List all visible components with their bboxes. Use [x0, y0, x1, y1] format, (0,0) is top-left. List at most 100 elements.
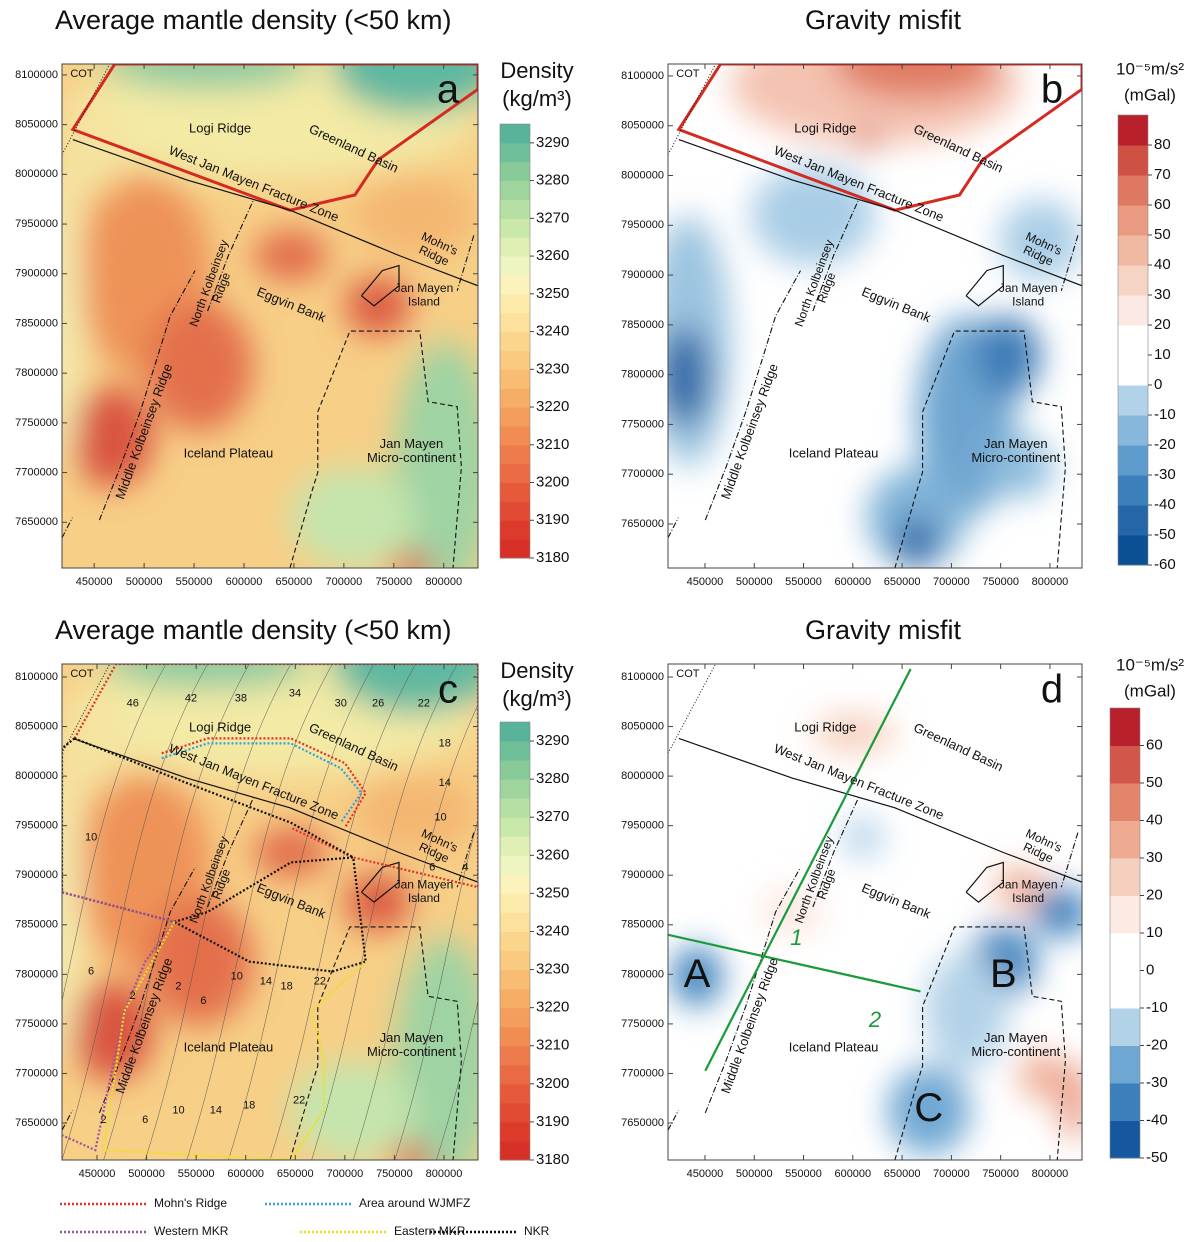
colorbar-tick-label: 30 — [1154, 286, 1171, 303]
fracture-zone — [72, 139, 478, 287]
anomaly — [70, 386, 154, 488]
colorbar-band — [500, 893, 530, 913]
colorbar-frame — [499, 123, 531, 559]
colorbar-tick-label: 20 — [1154, 316, 1171, 333]
fracture-zone — [72, 737, 478, 883]
y-tick-label: 7800000 — [15, 968, 58, 980]
anomaly-label: C — [914, 1086, 943, 1130]
y-tick-label: 8050000 — [621, 120, 664, 132]
place-label-line: COT — [70, 68, 94, 80]
contour-label: 6 — [429, 861, 435, 873]
colorbar-band — [500, 817, 530, 837]
anomaly — [344, 872, 412, 932]
colorbar-band — [500, 1064, 530, 1085]
colorbar-label: (kg/m³) — [502, 686, 572, 711]
anomaly — [1061, 1060, 1082, 1141]
y-tick-label: 8000000 — [621, 169, 664, 181]
map-frame — [667, 663, 1083, 1161]
fracture-zone — [678, 737, 1082, 883]
contour-label: 10 — [434, 812, 446, 824]
contour-label: 6 — [142, 1114, 148, 1126]
place-label-line: Jan Mayen — [984, 1030, 1048, 1045]
colorbar-band — [500, 1140, 530, 1161]
anomaly — [390, 1145, 433, 1160]
colorbar-tick-label: 3270 — [536, 808, 569, 825]
colorbar-frame — [1117, 114, 1149, 566]
y-tick-label: 7800000 — [15, 367, 58, 379]
y-tick-label: 7650000 — [621, 518, 664, 530]
anomaly — [145, 897, 254, 1027]
y-tick-label: 7850000 — [621, 919, 664, 931]
y-tick-label: 7650000 — [15, 516, 58, 528]
colorbar-tick-label: 3200 — [536, 473, 569, 490]
colorbar-band — [500, 855, 530, 875]
place-label-line: COT — [70, 668, 94, 680]
contour-line — [62, 664, 167, 1003]
place-label: Jan Mayen Island — [395, 281, 454, 308]
map-frame — [667, 63, 1083, 569]
region-outline — [62, 891, 177, 1152]
colorbar-band — [500, 256, 530, 276]
place-label: Jan Mayen Island — [395, 878, 454, 905]
colorbar-tick-label: 3260 — [536, 846, 569, 863]
y-tick-label: 7850000 — [621, 319, 664, 331]
ridge-axis — [98, 270, 196, 521]
legend-label: NKR — [524, 1224, 550, 1238]
colorbar-tick-label: -40 — [1154, 496, 1176, 513]
island-outline — [965, 861, 1004, 903]
colorbar-band — [1118, 325, 1148, 356]
y-tick-label: 7650000 — [621, 1117, 664, 1129]
contour-label: 38 — [235, 693, 247, 705]
place-label-line: Micro-continent — [971, 1045, 1060, 1060]
colorbar-tick-label: 3240 — [536, 922, 569, 939]
place-label: Logi Ridge — [794, 720, 856, 735]
contour-label: 6 — [200, 995, 206, 1007]
colorbar-band — [500, 798, 530, 818]
colorbar-tick-label: -50 — [1154, 526, 1176, 543]
study-area-outline — [70, 64, 478, 212]
x-tick-label: 800000 — [1032, 576, 1069, 588]
y-tick-label: 7800000 — [621, 369, 664, 381]
place-label-line: COT — [676, 68, 700, 80]
colorbar-band — [1110, 745, 1140, 784]
region-outline — [161, 737, 368, 829]
x-tick-label: 650000 — [277, 1168, 314, 1180]
colorbar-tick-label: 3220 — [536, 999, 569, 1016]
colorbar-band — [500, 988, 530, 1009]
contour-label: 14 — [260, 975, 272, 987]
legend-label: Area around WJMFZ — [359, 1196, 470, 1210]
colorbar-label: (mGal) — [1124, 85, 1176, 104]
colorbar-band — [1118, 505, 1148, 536]
colorbar-band — [500, 218, 530, 238]
colorbar-tick-label: -10 — [1146, 999, 1168, 1016]
colorbar-tick-label: 70 — [1154, 166, 1171, 183]
ridge-axis — [456, 832, 475, 888]
colorbar-label: (mGal) — [1124, 681, 1176, 700]
colorbar-tick-label: 30 — [1146, 849, 1163, 866]
contour-label: 22 — [418, 698, 430, 710]
colorbar-band — [1118, 475, 1148, 506]
colorbar-tick-label: 3190 — [536, 511, 569, 528]
x-tick-label: 650000 — [884, 576, 921, 588]
colorbar-band — [1110, 858, 1140, 896]
ridge-axis — [207, 797, 254, 908]
contour-line — [228, 664, 375, 1160]
colorbar-band — [500, 293, 530, 314]
colorbar-band — [1110, 820, 1140, 859]
anomaly — [332, 664, 478, 714]
place-label: Mohn'sRidge — [1018, 229, 1064, 270]
place-label: Iceland Plateau — [184, 1040, 274, 1055]
colorbar-band — [500, 874, 530, 894]
x-tick-label: 750000 — [982, 576, 1019, 588]
contour-line — [269, 664, 416, 1160]
contour-line — [186, 664, 333, 1160]
x-tick-label: 550000 — [785, 1168, 822, 1180]
colorbar-band — [1118, 535, 1148, 566]
panel-letter: a — [437, 68, 460, 112]
colorbar-band — [500, 912, 530, 932]
anomaly — [887, 1065, 971, 1156]
colorbar-tick-label: 50 — [1146, 774, 1163, 791]
